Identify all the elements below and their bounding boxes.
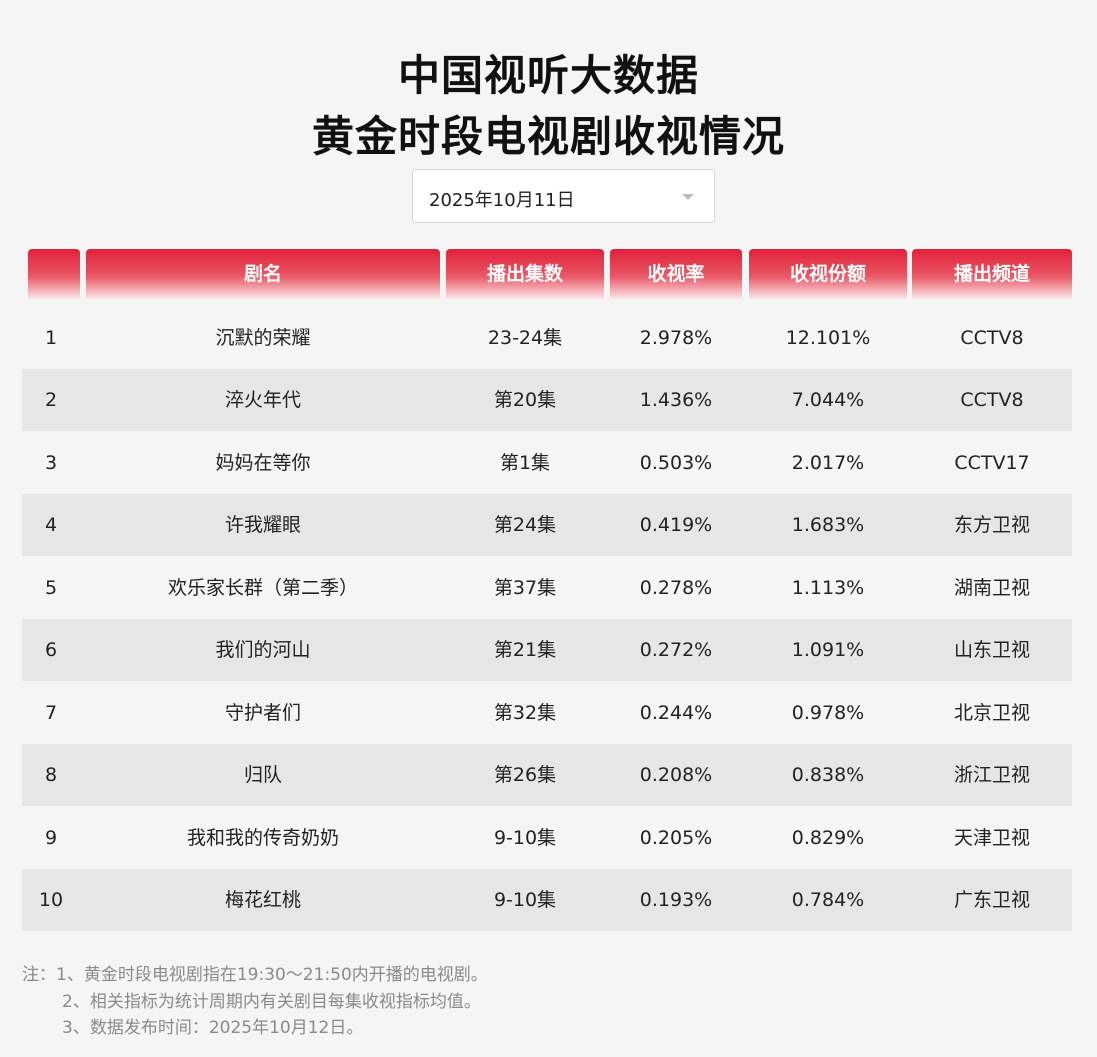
share-cell: 0.784%	[791, 889, 865, 911]
rank-cell: 2	[44, 389, 58, 411]
channel-cell: CCTV17	[954, 452, 1030, 474]
rank-cell: 3	[44, 452, 58, 474]
drama-name-cell: 淬火年代	[224, 389, 301, 411]
share-cell: 0.978%	[791, 702, 865, 724]
channel-cell: 浙江卫视	[953, 764, 1030, 786]
drama-name-cell: 梅花红桃	[224, 889, 301, 911]
channel-cell: CCTV8	[960, 327, 1024, 349]
share-cell: 0.829%	[791, 827, 865, 849]
footnote-2: 2、相关指标为统计周期内有关剧目每集收视指标均值。	[62, 992, 481, 1012]
rank-cell: 10	[38, 889, 64, 911]
episodes-cell: 第26集	[493, 764, 557, 786]
share-cell: 1.113%	[791, 577, 865, 599]
channel-cell: 湖南卫视	[953, 577, 1030, 599]
header-episodes: 播出集数	[446, 249, 604, 299]
page-title-line2: 黄金时段电视剧收视情况	[311, 112, 785, 161]
rank-cell: 1	[44, 327, 58, 349]
header-share: 收视份额	[749, 249, 907, 299]
date-select-value: 2025年10月11日	[429, 190, 575, 211]
rank-cell: 6	[44, 639, 58, 661]
share-cell: 1.683%	[791, 514, 865, 536]
rating-cell: 0.272%	[639, 639, 713, 661]
share-cell: 12.101%	[785, 327, 871, 349]
channel-cell: 北京卫视	[953, 702, 1030, 724]
header-rating: 收视率	[610, 249, 742, 299]
rank-cell: 7	[44, 702, 58, 724]
share-cell: 2.017%	[791, 452, 865, 474]
channel-cell: 山东卫视	[953, 639, 1030, 661]
rating-cell: 1.436%	[639, 389, 713, 411]
drama-name-cell: 沉默的荣耀	[215, 327, 311, 349]
episodes-cell: 第21集	[493, 639, 557, 661]
rating-cell: 0.419%	[639, 514, 713, 536]
header-rank	[28, 249, 80, 299]
rating-cell: 0.193%	[639, 889, 713, 911]
header-channel: 播出频道	[912, 249, 1072, 299]
drama-name-cell: 妈妈在等你	[215, 452, 311, 474]
table-row: 5 欢乐家长群（第二季） 第37集 0.278% 1.113% 湖南卫视	[22, 557, 1072, 619]
share-cell: 1.091%	[791, 639, 865, 661]
channel-cell: CCTV8	[960, 389, 1024, 411]
table-row: 3 妈妈在等你 第1集 0.503% 2.017% CCTV17	[22, 432, 1072, 494]
table-row: 6 我们的河山 第21集 0.272% 1.091% 山东卫视	[22, 619, 1072, 681]
rank-cell: 9	[44, 827, 58, 849]
drama-name-cell: 守护者们	[224, 702, 301, 724]
table-row: 2 淬火年代 第20集 1.436% 7.044% CCTV8	[22, 369, 1072, 431]
rating-cell: 0.205%	[639, 827, 713, 849]
drama-name-cell: 许我耀眼	[224, 514, 301, 536]
rating-cell: 0.208%	[639, 764, 713, 786]
rank-cell: 8	[44, 764, 58, 786]
drama-name-cell: 归队	[243, 764, 282, 786]
page-title-line1: 中国视听大数据	[397, 51, 699, 100]
footnote-3: 3、数据发布时间：2025年10月12日。	[62, 1018, 364, 1038]
episodes-cell: 第24集	[493, 514, 557, 536]
table-row: 7 守护者们 第32集 0.244% 0.978% 北京卫视	[22, 682, 1072, 744]
episodes-cell: 第37集	[493, 577, 557, 599]
episodes-cell: 第32集	[493, 702, 557, 724]
footnote-1: 注：1、黄金时段电视剧指在19:30～21:50内开播的电视剧。	[22, 965, 488, 985]
table-row: 4 许我耀眼 第24集 0.419% 1.683% 东方卫视	[22, 494, 1072, 556]
rating-cell: 2.978%	[639, 327, 713, 349]
channel-cell: 广东卫视	[953, 889, 1030, 911]
rank-cell: 4	[44, 514, 58, 536]
episodes-cell: 第20集	[493, 389, 557, 411]
table-row: 1 沉默的荣耀 23-24集 2.978% 12.101% CCTV8	[22, 307, 1072, 369]
table-row: 9 我和我的传奇奶奶 9-10集 0.205% 0.829% 天津卫视	[22, 807, 1072, 869]
drama-name-cell: 欢乐家长群（第二季）	[167, 577, 358, 599]
date-select[interactable]: 2025年10月11日	[412, 169, 715, 223]
episodes-cell: 9-10集	[493, 827, 557, 849]
channel-cell: 天津卫视	[953, 827, 1030, 849]
rating-cell: 0.503%	[639, 452, 713, 474]
table-row: 10 梅花红桃 9-10集 0.193% 0.784% 广东卫视	[22, 869, 1072, 931]
rating-cell: 0.244%	[639, 702, 713, 724]
chevron-down-icon	[682, 194, 694, 200]
episodes-cell: 23-24集	[487, 327, 563, 349]
rank-cell: 5	[44, 577, 58, 599]
episodes-cell: 9-10集	[493, 889, 557, 911]
drama-name-cell: 我和我的传奇奶奶	[186, 827, 339, 849]
header-drama-name: 剧名	[86, 249, 440, 299]
share-cell: 7.044%	[791, 389, 865, 411]
table-row: 8 归队 第26集 0.208% 0.838% 浙江卫视	[22, 744, 1072, 806]
rating-cell: 0.278%	[639, 577, 713, 599]
episodes-cell: 第1集	[499, 452, 551, 474]
channel-cell: 东方卫视	[953, 514, 1030, 536]
drama-name-cell: 我们的河山	[215, 639, 311, 661]
share-cell: 0.838%	[791, 764, 865, 786]
